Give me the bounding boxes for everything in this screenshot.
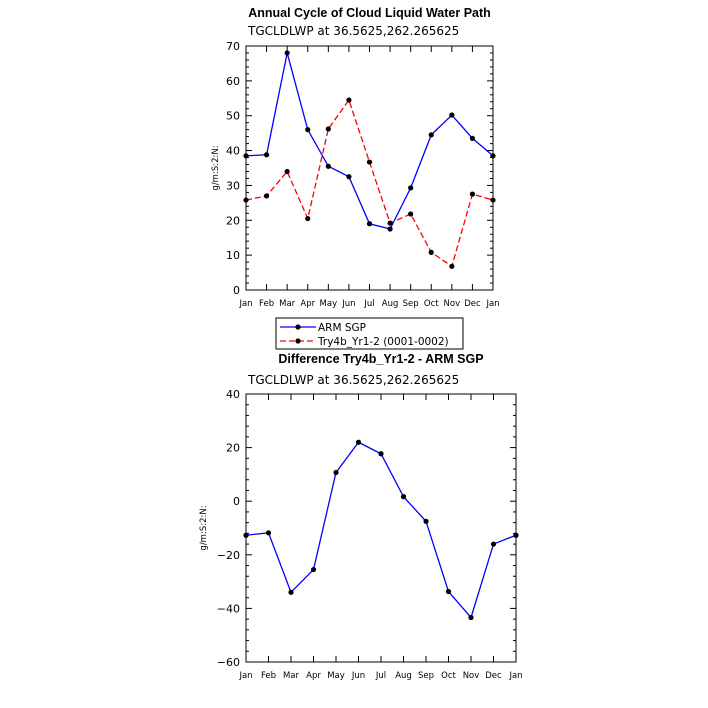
y-tick-label: 40 [226,145,240,158]
data-point [263,193,270,199]
x-tick-label: Sep [418,671,434,681]
x-tick-label: Jun [341,299,355,309]
x-tick-label: Apr [300,299,315,309]
data-point [387,226,393,232]
data-point [325,163,331,169]
y-tick-label: 20 [226,442,240,455]
plot-frame [245,45,494,291]
y-tick-label: 0 [233,284,240,297]
x-tick-label: Apr [306,671,321,681]
data-point [445,588,452,595]
x-tick-label: May [320,299,338,309]
y-tick-label: −60 [217,656,240,669]
data-point [490,197,496,203]
series-line-1 [245,441,517,619]
legend-box [275,317,464,350]
data-point [490,153,496,159]
data-point [408,211,414,217]
x-tick-label: Mar [283,671,300,681]
x-tick-label: Dec [464,299,481,309]
chart-title: Difference Try4b_Yr1-2 - ARM SGP [278,352,483,366]
data-point [387,220,393,226]
data-point [355,439,362,445]
y-tick-label: −40 [217,602,240,615]
data-point [449,263,455,269]
data-point [468,614,474,621]
data-point [284,168,290,175]
data-point [469,191,476,197]
data-point [423,518,429,524]
data-point [263,152,270,158]
legend-marker [295,338,301,344]
data-point [366,221,373,227]
x-tick-label: May [327,671,345,681]
y-axis-label: g/m:S:2:N: [211,145,221,190]
y-tick-label: 60 [226,75,240,88]
x-tick-label: Jan [238,671,252,681]
data-point [346,174,352,180]
data-point [243,532,249,538]
legend-label: Try4b_Yr1-2 (0001-0002) [317,336,449,348]
x-tick-label: Aug [382,299,399,309]
data-point [400,494,407,500]
data-point [428,132,434,138]
data-point [408,185,414,191]
data-point [325,126,331,132]
y-tick-label: 40 [226,388,240,401]
legend-label: ARM SGP [318,322,366,334]
plot-frame [245,393,517,663]
data-point [284,50,290,56]
data-point [243,197,249,203]
x-tick-label: Jul [375,671,386,681]
x-tick-label: Sep [403,299,419,309]
data-point [449,112,455,118]
y-axis-label: g/m:S:2:N: [199,505,209,550]
data-point [305,127,311,133]
data-point [265,530,272,536]
data-point [378,451,384,457]
x-tick-label: Oct [424,299,439,309]
x-tick-label: Feb [261,671,276,681]
y-tick-label: 30 [226,179,240,192]
data-point [346,97,352,103]
chart-subtitle: TGCLDLWP at 36.5625,262.265625 [247,373,459,387]
x-tick-label: Jun [351,671,365,681]
y-tick-label: −20 [217,549,240,562]
chart-subtitle: TGCLDLWP at 36.5625,262.265625 [247,24,459,38]
x-tick-label: Jan [508,671,522,681]
data-point [366,159,373,165]
legend-marker [295,324,301,330]
data-point [428,249,434,255]
series-line-2 [245,98,494,268]
data-point [288,589,294,595]
data-point [243,153,249,159]
y-tick-label: 10 [226,249,240,262]
data-point [469,135,476,141]
x-tick-label: Oct [441,671,456,681]
y-tick-label: 70 [226,40,240,53]
x-tick-label: Feb [259,299,274,309]
data-point [490,541,497,547]
x-tick-label: Jan [485,299,499,309]
x-tick-label: Nov [463,671,480,681]
y-tick-label: 50 [226,110,240,123]
x-tick-label: Dec [485,671,502,681]
data-point [310,566,317,573]
x-tick-label: Mar [279,299,296,309]
y-tick-label: 0 [233,495,240,508]
x-tick-label: Jul [363,299,374,309]
y-tick-label: 20 [226,214,240,227]
chart-title: Annual Cycle of Cloud Liquid Water Path [248,6,491,20]
x-tick-label: Jan [238,299,252,309]
x-tick-label: Aug [395,671,412,681]
series-line-1 [245,52,494,230]
x-tick-label: Nov [444,299,461,309]
data-point [305,215,311,222]
data-point [333,469,339,476]
data-point [513,532,519,538]
